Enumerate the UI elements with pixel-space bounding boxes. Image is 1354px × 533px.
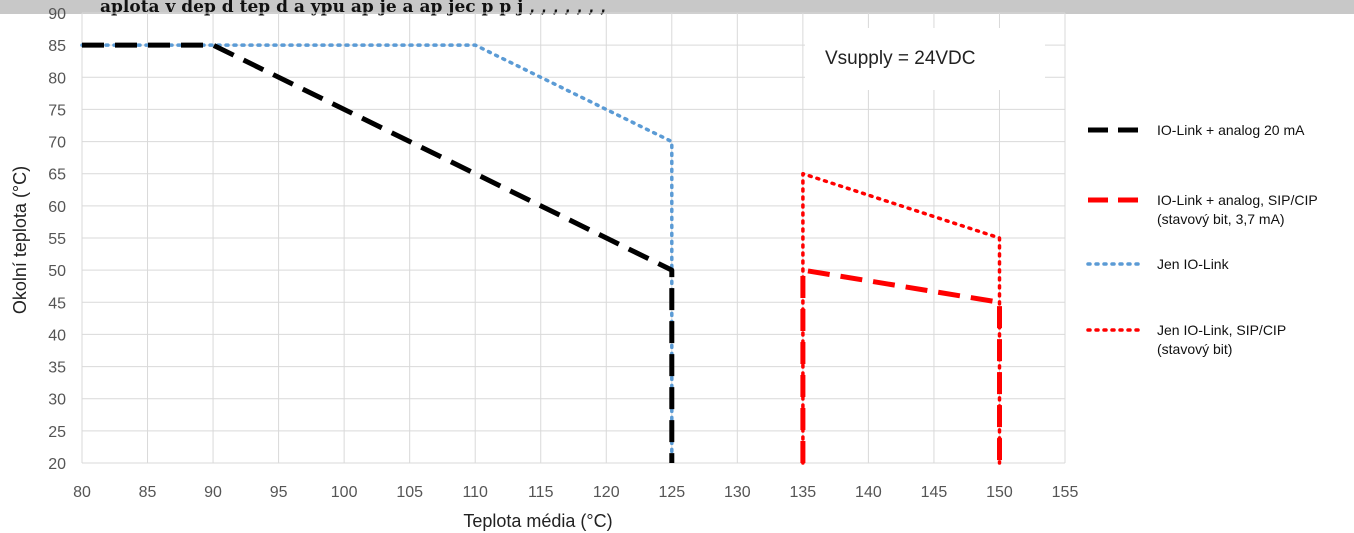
y-axis-label: Okolní teplota (°C) [10, 166, 30, 314]
legend-label-2: Jen IO-Link [1157, 256, 1230, 272]
x-tick-label: 120 [593, 484, 620, 501]
x-tick-label: 115 [528, 484, 554, 501]
y-tick-label: 35 [48, 360, 66, 377]
y-tick-label: 50 [48, 263, 66, 280]
annotation-box [805, 28, 1045, 90]
x-tick-labels: 80 85 90 95 100 105 110 115 120 125 130 135 140 145 15… [73, 484, 1078, 501]
series-group [80, 42, 1002, 465]
x-tick-label: 155 [1052, 484, 1079, 501]
x-tick-label: 85 [139, 484, 157, 501]
legend-label-3: (stavový bit) [1157, 341, 1232, 357]
y-tick-label: 75 [48, 102, 66, 119]
x-tick-label: 95 [270, 484, 288, 501]
y-tick-label: 55 [48, 231, 66, 248]
y-tick-label: 90 [48, 6, 66, 23]
series-line-1 [800, 267, 1002, 463]
x-tick-label: 90 [204, 484, 222, 501]
x-tick-label: 125 [658, 484, 685, 501]
x-tick-label: 145 [921, 484, 948, 501]
y-tick-label: 20 [48, 456, 66, 473]
x-tick-label: 100 [331, 484, 358, 501]
series-line-2 [80, 43, 674, 465]
x-tick-label: 135 [790, 484, 817, 501]
x-tick-label: 110 [462, 484, 488, 501]
x-tick-label: 130 [724, 484, 751, 501]
y-tick-labels: 20 25 30 35 40 45 50 55 60 65 70 75 80 85 90 [48, 6, 66, 473]
x-axis-label: Teplota média (°C) [463, 511, 612, 531]
annotation-vsupply: Vsupply = 24VDC [825, 48, 976, 69]
y-tick-label: 65 [48, 167, 66, 184]
x-tick-label: 150 [986, 484, 1013, 501]
y-tick-label: 30 [48, 392, 66, 409]
top-bar [0, 0, 1354, 14]
legend-label-0: IO-Link + analog 20 mA [1157, 122, 1305, 138]
y-tick-label: 70 [48, 135, 66, 152]
legend: IO-Link + analog 20 mA IO-Link + analog, … [1086, 122, 1318, 357]
series-line-0 [82, 42, 675, 463]
legend-label-3: Jen IO-Link, SIP/CIP [1157, 322, 1286, 338]
x-tick-label: 80 [73, 484, 91, 501]
y-tick-label: 80 [48, 70, 66, 87]
legend-label-1: (stavový bit, 3,7 mA) [1157, 211, 1285, 227]
x-tick-label: 140 [855, 484, 882, 501]
y-tick-label: 60 [48, 199, 66, 216]
x-tick-label: 105 [396, 484, 423, 501]
y-tick-label: 40 [48, 327, 66, 344]
chart-title-fragment: aplota v dep d tep d a ypu ap je a ap je… [100, 0, 606, 17]
y-tick-label: 25 [48, 424, 66, 441]
y-tick-label: 85 [48, 38, 66, 55]
series-line-3 [801, 171, 1002, 465]
legend-label-1: IO-Link + analog, SIP/CIP [1157, 192, 1318, 208]
y-tick-label: 45 [48, 295, 66, 312]
